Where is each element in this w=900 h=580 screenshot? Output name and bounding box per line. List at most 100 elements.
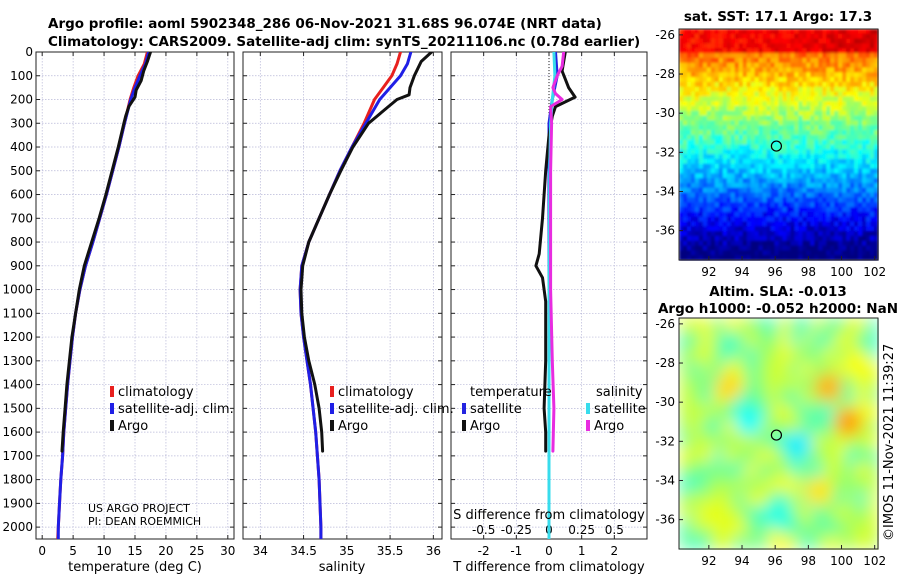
- map-cell: [830, 187, 835, 194]
- map-cell: [706, 91, 712, 97]
- map-cell: [766, 86, 772, 93]
- map-cell: [726, 29, 732, 35]
- map-cell: [866, 433, 879, 449]
- map-cell: [746, 67, 752, 73]
- map-cell: [690, 447, 702, 463]
- map-cell: [826, 149, 831, 155]
- map-cell: [866, 96, 871, 102]
- map-cell: [734, 53, 740, 59]
- map-cell: [738, 139, 744, 146]
- map-cell: [838, 187, 843, 194]
- map-cell: [770, 130, 776, 136]
- map-cell: [794, 67, 799, 73]
- map-cell: [798, 101, 803, 107]
- map-cell: [718, 130, 724, 136]
- map-cell: [846, 154, 851, 160]
- map-cell: [862, 207, 867, 213]
- y-tick-label: 1100: [2, 306, 33, 320]
- map-cell: [842, 48, 847, 54]
- map-cell: [698, 255, 704, 261]
- map-cell: [846, 62, 851, 69]
- map-cell: [758, 77, 764, 83]
- map-cell: [798, 163, 803, 170]
- map-cell: [854, 139, 859, 146]
- map-cell: [754, 33, 760, 40]
- map-cell: [874, 245, 879, 251]
- map-cell: [698, 158, 704, 165]
- map-cell: [734, 235, 740, 242]
- map-cell: [730, 53, 736, 59]
- map-cell: [690, 29, 696, 35]
- map-cell: [838, 115, 843, 121]
- map-cell: [742, 158, 748, 165]
- map-cell: [683, 187, 688, 194]
- map-cell: [750, 72, 756, 78]
- map-cell: [710, 38, 716, 44]
- map-cell: [850, 173, 855, 179]
- map-cell: [679, 77, 684, 83]
- map-cell: [730, 125, 736, 131]
- map-cell: [742, 221, 748, 227]
- map-cell: [838, 67, 843, 73]
- map-cell: [738, 33, 744, 40]
- map-cell: [754, 207, 760, 213]
- map-cell: [746, 130, 752, 136]
- x-tick-label: -1: [510, 544, 522, 558]
- map-cell: [712, 447, 724, 463]
- map-cell: [766, 178, 772, 184]
- map-cell: [810, 77, 815, 83]
- map-cell: [778, 62, 784, 69]
- map-cell: [745, 332, 757, 348]
- map-cell: [698, 33, 704, 40]
- map-cell: [758, 235, 764, 242]
- map-cell: [742, 106, 748, 112]
- map-cell: [866, 43, 871, 49]
- map-cell: [790, 202, 795, 208]
- map-cell: [866, 202, 871, 208]
- map-cell: [854, 240, 859, 247]
- map-cell: [794, 57, 799, 64]
- map-cell: [818, 43, 823, 49]
- map-cell: [854, 197, 859, 203]
- map-cell: [754, 187, 760, 194]
- map-cell: [714, 120, 720, 126]
- map-cell: [690, 346, 702, 362]
- map-cell: [738, 173, 744, 179]
- legend-argo-swatch: [110, 420, 114, 431]
- map-cell: [866, 125, 871, 131]
- map-cell: [814, 96, 819, 102]
- map-cell: [718, 43, 724, 49]
- map-cell: [838, 192, 843, 198]
- map-cell: [766, 33, 772, 40]
- map-cell: [826, 216, 831, 223]
- map-cell: [810, 207, 815, 213]
- map-cell: [770, 211, 776, 218]
- map-cell: [822, 231, 827, 237]
- map-cell: [774, 120, 780, 126]
- map-cell: [806, 202, 811, 208]
- map-cell: [714, 57, 720, 64]
- map-cell: [802, 48, 807, 54]
- map-cell: [822, 168, 827, 174]
- map-cell: [830, 168, 835, 174]
- map-cell: [822, 101, 827, 107]
- map-cell: [866, 346, 879, 362]
- map-cell: [838, 72, 843, 78]
- map-cell: [798, 250, 803, 256]
- map-cell: [870, 197, 875, 203]
- map-cell: [770, 62, 776, 69]
- map-cell: [746, 81, 752, 88]
- map-cell: [855, 419, 868, 435]
- map-cell: [762, 120, 768, 126]
- map-cell: [754, 250, 760, 256]
- map-x-tick-label: 94: [734, 265, 749, 279]
- map-cell: [730, 255, 736, 261]
- map-cell: [786, 29, 792, 35]
- map-cell: [770, 226, 776, 232]
- map-cell: [834, 139, 839, 146]
- map-cell: [687, 187, 692, 194]
- map-cell: [746, 106, 752, 112]
- map-cell: [770, 202, 776, 208]
- map-cell: [722, 86, 728, 93]
- map-y-tick-label: -28: [655, 356, 675, 370]
